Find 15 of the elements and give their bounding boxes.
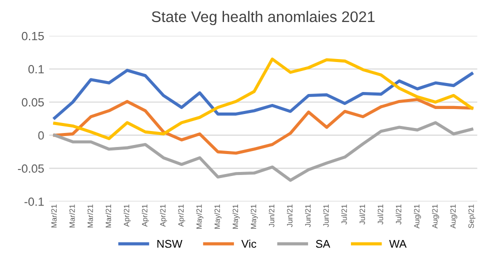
y-tick-label: 0.05 <box>22 98 44 107</box>
y-tick-label: -0.05 <box>18 164 44 173</box>
y-tick-label: 0.1 <box>28 65 44 74</box>
y-tick-label: -0.1 <box>24 198 44 206</box>
y-tick-label: 0.15 <box>22 32 44 40</box>
legend-label: NSW <box>157 240 182 248</box>
legend-label: Vic <box>241 240 256 248</box>
line-series <box>53 98 474 155</box>
chart-title: State Veg health anomlaies 2021 <box>152 10 375 26</box>
line-series <box>53 68 474 120</box>
y-tick-label: 0 <box>38 131 44 140</box>
line-series <box>53 58 474 140</box>
legend-label: WA <box>389 240 407 248</box>
line-series <box>53 121 474 182</box>
legend-label: SA <box>316 240 330 248</box>
